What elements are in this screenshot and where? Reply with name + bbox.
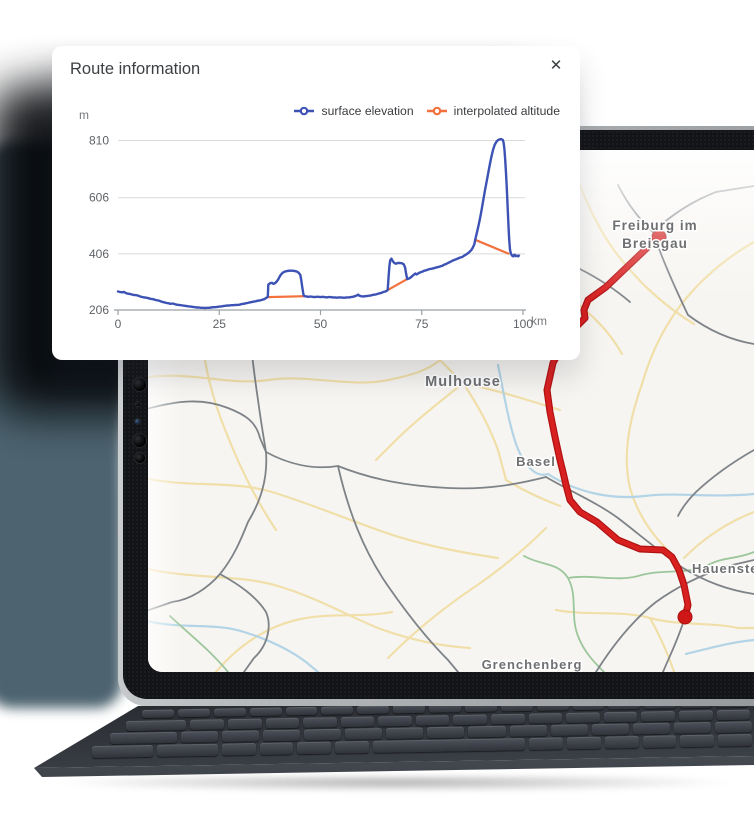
- svg-text:Hauenstein: Hauenstein: [692, 561, 754, 576]
- keyboard-key: [221, 730, 260, 742]
- keyboard-key: [717, 733, 752, 747]
- keyboard-shadow: [50, 776, 740, 792]
- keyboard-key: [378, 715, 412, 727]
- keyboard-key: [156, 743, 218, 757]
- keyboard-key: [509, 725, 547, 737]
- interpolated-altitude-line: [266, 238, 510, 299]
- keyboard-key: [642, 735, 677, 748]
- route-end-marker[interactable]: [677, 609, 693, 625]
- keyboard-key: [91, 744, 153, 758]
- keyboard-key: [386, 727, 424, 739]
- svg-text:406: 406: [89, 247, 109, 261]
- keyboard-key: [716, 709, 751, 721]
- legend-label: interpolated altitude: [453, 104, 560, 118]
- keyboard-key: [262, 729, 301, 742]
- keyboard-key: [591, 723, 629, 736]
- keyboard-key: [427, 726, 465, 739]
- svg-text:25: 25: [213, 317, 227, 331]
- legend-item-surface[interactable]: surface elevation: [293, 104, 414, 118]
- keyboard-key: [109, 731, 177, 744]
- svg-text:75: 75: [415, 317, 429, 331]
- keyboard-key: [603, 711, 638, 723]
- keyboard-key: [335, 740, 370, 754]
- keyboard-key: [285, 706, 318, 716]
- keyboard-key: [393, 704, 426, 714]
- keyboard-key: [125, 719, 187, 731]
- keyboard-key: [249, 707, 282, 717]
- keyboard-key: [468, 725, 506, 738]
- keyboard-key: [678, 710, 713, 721]
- keyboard-key: [528, 737, 563, 750]
- keyboard-key: [213, 708, 246, 717]
- card-title: Route information: [70, 60, 201, 78]
- svg-text:50: 50: [314, 317, 328, 331]
- x-axis-unit: km: [531, 314, 547, 328]
- keyboard-key: [641, 710, 675, 722]
- keyboard-key: [190, 719, 225, 730]
- keyboard-key: [321, 706, 354, 715]
- keyboard-key: [227, 718, 262, 730]
- y-axis-unit: m: [79, 108, 89, 122]
- keyboard-key: [453, 714, 488, 725]
- keyboard-key: [550, 724, 588, 736]
- svg-text:206: 206: [89, 303, 109, 317]
- keyboard-key: [303, 728, 342, 741]
- chart-gridlines: [118, 140, 525, 311]
- keyboard-key: [566, 736, 601, 750]
- line-marker-icon: [294, 106, 315, 116]
- map-labels: Freiburg im Breisgau Mulhouse Basel Hauenste…: [424, 217, 754, 673]
- keyboard-key: [714, 721, 753, 733]
- svg-text:606: 606: [89, 191, 109, 205]
- keyboard-key: [340, 716, 375, 728]
- svg-text:Grenchenberg: Grenchenberg: [482, 657, 583, 672]
- keyboard-key: [632, 722, 670, 735]
- keyboard-key: [528, 713, 563, 724]
- y-tick-labels: 206 406 606 810: [89, 134, 109, 318]
- elevation-chart: 206 406 606 810 0 25 50 75 100: [89, 134, 534, 332]
- sensor-led-icon: [135, 419, 140, 424]
- keyboard-key: [673, 721, 711, 734]
- keyboard-key: [180, 731, 218, 743]
- chart-legend: surface elevation interpolated altitude: [293, 104, 560, 118]
- keyboard-key: [259, 742, 294, 755]
- chart-axis: [114, 309, 526, 315]
- surface-elevation-line: [116, 137, 521, 310]
- keyboard-key: [490, 713, 525, 725]
- line-marker-icon: [426, 106, 447, 116]
- keyboard-key: [297, 741, 332, 755]
- legend-item-interpolated[interactable]: interpolated altitude: [426, 104, 560, 118]
- camera-lens-icon: [133, 434, 146, 447]
- keyboard-key: [345, 728, 383, 740]
- keyboard-key: [141, 709, 174, 718]
- svg-text:810: 810: [89, 134, 109, 148]
- keyboard-key: [177, 708, 210, 718]
- smart-keyboard: [20, 688, 754, 808]
- svg-text:0: 0: [115, 317, 122, 331]
- keyboard-key: [303, 717, 337, 728]
- sensor-dot-icon: [136, 402, 140, 406]
- keyboard-key: [566, 712, 600, 723]
- camera-lens-icon: [135, 453, 145, 463]
- route-information-card: Route information ✕ surface elevation in…: [52, 46, 580, 360]
- map-roads-major: [148, 150, 754, 672]
- keyboard-key: [221, 743, 256, 756]
- svg-text:Basel: Basel: [516, 454, 556, 469]
- legend-label: surface elevation: [321, 104, 414, 118]
- keyboard-key: [265, 717, 300, 729]
- keyboard-key: [415, 715, 450, 726]
- keyboard-key: [357, 705, 390, 715]
- close-icon[interactable]: ✕: [544, 54, 568, 78]
- keyboard-key: [680, 734, 715, 748]
- keyboard-key: [604, 735, 639, 749]
- front-camera-icon: [133, 378, 146, 391]
- svg-text:Breisgau: Breisgau: [622, 236, 688, 251]
- svg-text:Mulhouse: Mulhouse: [425, 374, 501, 390]
- x-tick-labels: 0 25 50 75 100: [115, 317, 534, 331]
- svg-text:Freiburg im: Freiburg im: [612, 218, 697, 233]
- svg-text:100: 100: [513, 317, 533, 331]
